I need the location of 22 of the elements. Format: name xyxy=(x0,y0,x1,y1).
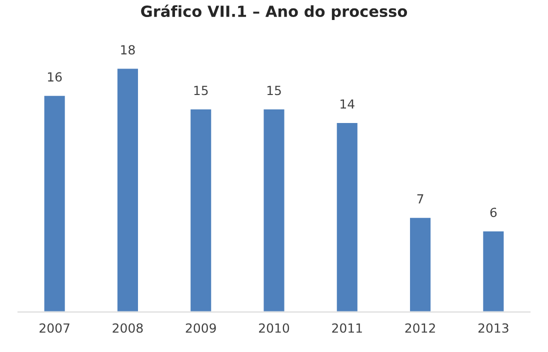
bar xyxy=(189,108,213,312)
bar xyxy=(482,230,506,312)
data-label: 14 xyxy=(340,99,354,109)
x-tick-label: 2012 xyxy=(405,323,435,333)
bar xyxy=(335,122,359,312)
x-tick-label: 2008 xyxy=(112,323,143,333)
x-tick-label: 2011 xyxy=(332,323,362,333)
x-tick-label: 2007 xyxy=(40,323,70,333)
bar xyxy=(42,94,66,312)
data-label: 15 xyxy=(267,86,281,96)
bar xyxy=(262,108,286,312)
data-label: 6 xyxy=(490,208,497,218)
data-label: 18 xyxy=(121,45,135,55)
x-tick-label: 2013 xyxy=(478,323,508,333)
chart-title: Gráfico VII.1 – Ano do processo xyxy=(141,4,408,20)
bar xyxy=(116,67,140,312)
x-tick-label: 2009 xyxy=(186,323,216,333)
data-label: 16 xyxy=(48,72,62,82)
data-label: 7 xyxy=(417,194,424,204)
bar xyxy=(408,216,432,312)
data-label: 15 xyxy=(194,86,208,96)
x-tick-label: 2010 xyxy=(259,323,290,333)
